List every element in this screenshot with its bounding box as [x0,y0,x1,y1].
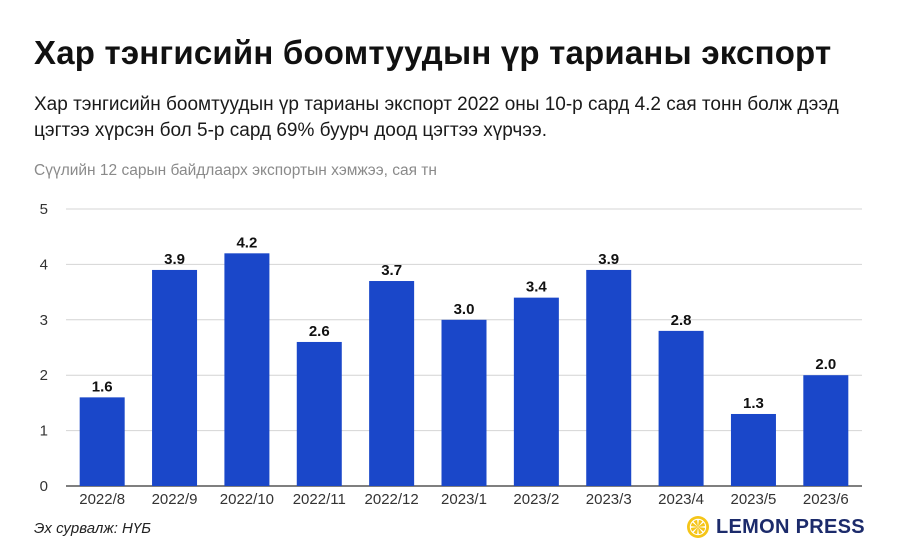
chart-title: Хар тэнгисийн боомтуудын үр тарианы эксп… [34,34,832,71]
y-tick-label: 0 [40,478,48,495]
x-tick-label: 2023/1 [441,491,487,508]
bar [224,253,270,486]
bar [513,297,559,486]
data-label: 3.9 [164,251,185,268]
data-label: 4.2 [236,234,257,251]
bar [441,319,487,486]
x-tick-label: 2022/8 [79,491,125,508]
bar [296,341,342,486]
x-tick-label: 2023/3 [586,491,632,508]
source-note: Эх сурвалж: НҮБ [34,520,151,537]
lemon-slice-icon [687,516,709,538]
bar [586,269,632,486]
data-labels: 1.6 3.9 4.2 2.6 3.7 3.0 3.4 3.9 2.8 1.3 2.0 [92,234,836,412]
bar [658,330,704,486]
bars [79,253,849,486]
y-tick-labels: 0 1 2 3 4 5 [40,201,48,495]
chart-subtitle: Хар тэнгисийн боомтуудын үр тарианы эксп… [34,94,839,141]
data-label: 1.6 [92,378,113,395]
data-label: 2.6 [309,323,330,340]
y-tick-label: 3 [40,312,48,329]
data-label: 1.3 [743,395,764,412]
bar [803,375,849,486]
y-axis-label: Сүүлийн 12 сарын байдлаарх экспортын хэм… [34,162,437,179]
x-tick-labels: 2022/8 2022/9 2022/10 2022/11 2022/12 2023/1 2… [79,491,849,508]
data-label: 3.9 [598,251,619,268]
y-tick-label: 4 [40,256,48,273]
x-tick-label: 2023/2 [513,491,559,508]
bar [79,397,125,486]
brand-name: LEMON PRESS [716,515,865,538]
x-tick-label: 2023/6 [803,491,849,508]
data-label: 3.0 [454,301,475,318]
y-tick-label: 5 [40,201,48,218]
data-label: 3.4 [526,279,548,296]
data-label: 3.7 [381,262,402,279]
y-tick-label: 1 [40,423,48,440]
x-tick-label: 2023/4 [658,491,704,508]
x-tick-label: 2022/12 [365,491,419,508]
bar [152,269,198,486]
y-tick-label: 2 [40,367,48,384]
x-tick-label: 2022/11 [293,491,346,508]
data-label: 2.8 [671,312,692,329]
x-tick-label: 2022/10 [220,491,274,508]
x-tick-label: 2023/5 [731,491,777,508]
bar [730,413,776,486]
x-tick-label: 2022/9 [152,491,198,508]
brand-logo: LEMON PRESS [686,513,865,541]
bar [369,281,415,486]
data-label: 2.0 [815,356,836,373]
